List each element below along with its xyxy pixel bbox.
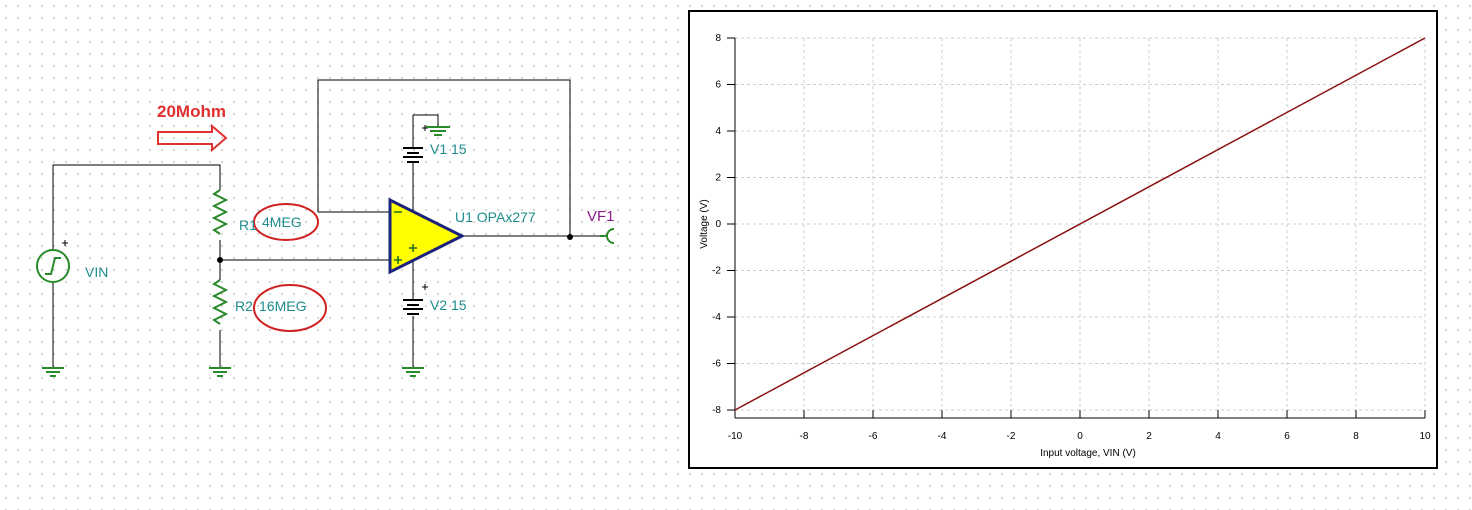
y-tick-label: 8 <box>715 33 721 44</box>
series-line <box>734 37 1426 411</box>
label: V1 15 <box>430 141 467 157</box>
node <box>567 234 573 240</box>
opamp <box>388 197 466 275</box>
x-tick-label: -4 <box>938 431 947 442</box>
x-tick-label: 4 <box>1215 431 1221 442</box>
node <box>217 257 223 263</box>
x-axis-label: Input voltage, VIN (V) <box>1040 448 1136 459</box>
x-tick-label: -8 <box>800 431 809 442</box>
arrow <box>157 123 228 153</box>
y-tick-label: 6 <box>715 80 721 91</box>
label: U1 OPAx277 <box>455 209 536 225</box>
grounds <box>42 126 450 377</box>
y-tick-label: -4 <box>712 312 721 323</box>
y-tick-label: -6 <box>712 359 721 370</box>
x-tick-label: 0 <box>1077 431 1083 442</box>
label: VIN <box>85 264 108 280</box>
annotation: 20Mohm <box>157 102 226 121</box>
x-tick-label: -10 <box>728 431 743 442</box>
x-tick-label: 8 <box>1353 431 1359 442</box>
x-tick-label: 2 <box>1146 431 1152 442</box>
label: VF1 <box>587 208 615 225</box>
plus <box>62 240 68 246</box>
chart-frame <box>688 10 1438 469</box>
x-tick-label: 10 <box>1419 431 1431 442</box>
battery-v1 <box>403 147 423 163</box>
x-tick-label: -6 <box>869 431 878 442</box>
r1 <box>211 189 229 235</box>
highlight <box>253 284 327 332</box>
x-tick-label: -2 <box>1007 431 1016 442</box>
y-tick-label: -8 <box>712 405 721 416</box>
source-symbol <box>45 257 61 275</box>
y-tick-label: -2 <box>712 266 721 277</box>
probe <box>600 228 615 244</box>
label: V2 15 <box>430 297 467 313</box>
battery-v2 <box>403 299 423 315</box>
x-tick-label: 6 <box>1284 431 1290 442</box>
opamp-pins <box>394 211 417 264</box>
r2 <box>211 279 229 325</box>
y-tick-label: 2 <box>715 173 721 184</box>
label: R2 <box>235 298 253 314</box>
source <box>36 249 70 283</box>
label: 16MEG <box>259 298 306 314</box>
highlight <box>253 203 319 241</box>
label: R1 <box>239 217 257 233</box>
label: 4MEG <box>262 214 302 230</box>
y-axis-label: Voltage (V) <box>699 199 710 248</box>
y-tick-label: 0 <box>715 219 721 230</box>
plus <box>422 125 428 290</box>
y-tick-label: 4 <box>715 126 721 137</box>
chart: -8 -6 -4 -2 0 2 4 6 8 -10 -8 -6 -4 -2 0 2 4 6 8 10 Input vol… <box>699 33 1431 459</box>
schematic: 20Mohm VIN R1 4MEG R2 16MEG V1 15 V2 15 … <box>36 79 615 377</box>
